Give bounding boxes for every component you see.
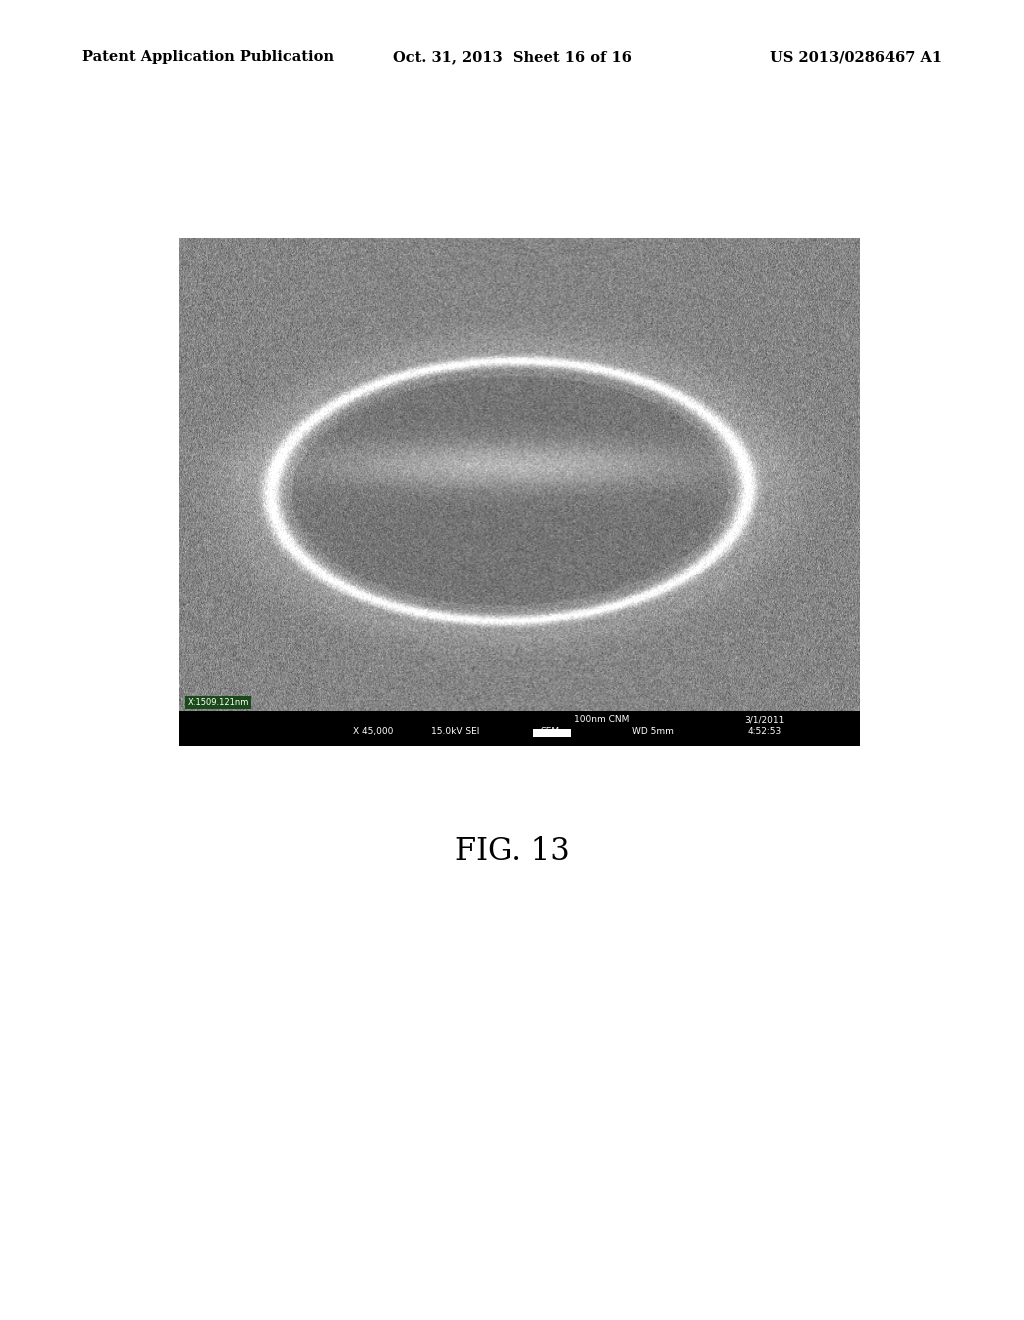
Text: X:1509.121nm: X:1509.121nm: [187, 698, 249, 708]
Text: US 2013/0286467 A1: US 2013/0286467 A1: [770, 50, 942, 65]
Text: WD 5mm: WD 5mm: [632, 727, 674, 735]
Text: 15.0kV SEI: 15.0kV SEI: [431, 727, 479, 735]
Bar: [534, 729, 570, 737]
Text: X 45,000: X 45,000: [353, 727, 393, 735]
Bar: [179, 711, 860, 746]
Text: SEM: SEM: [541, 727, 560, 735]
Text: 100nm CNM: 100nm CNM: [573, 715, 629, 725]
Text: 4:52:53: 4:52:53: [748, 727, 782, 735]
Text: Oct. 31, 2013  Sheet 16 of 16: Oct. 31, 2013 Sheet 16 of 16: [392, 50, 632, 65]
Text: 3/1/2011: 3/1/2011: [744, 715, 785, 725]
Text: Patent Application Publication: Patent Application Publication: [82, 50, 334, 65]
Text: FIG. 13: FIG. 13: [455, 836, 569, 867]
